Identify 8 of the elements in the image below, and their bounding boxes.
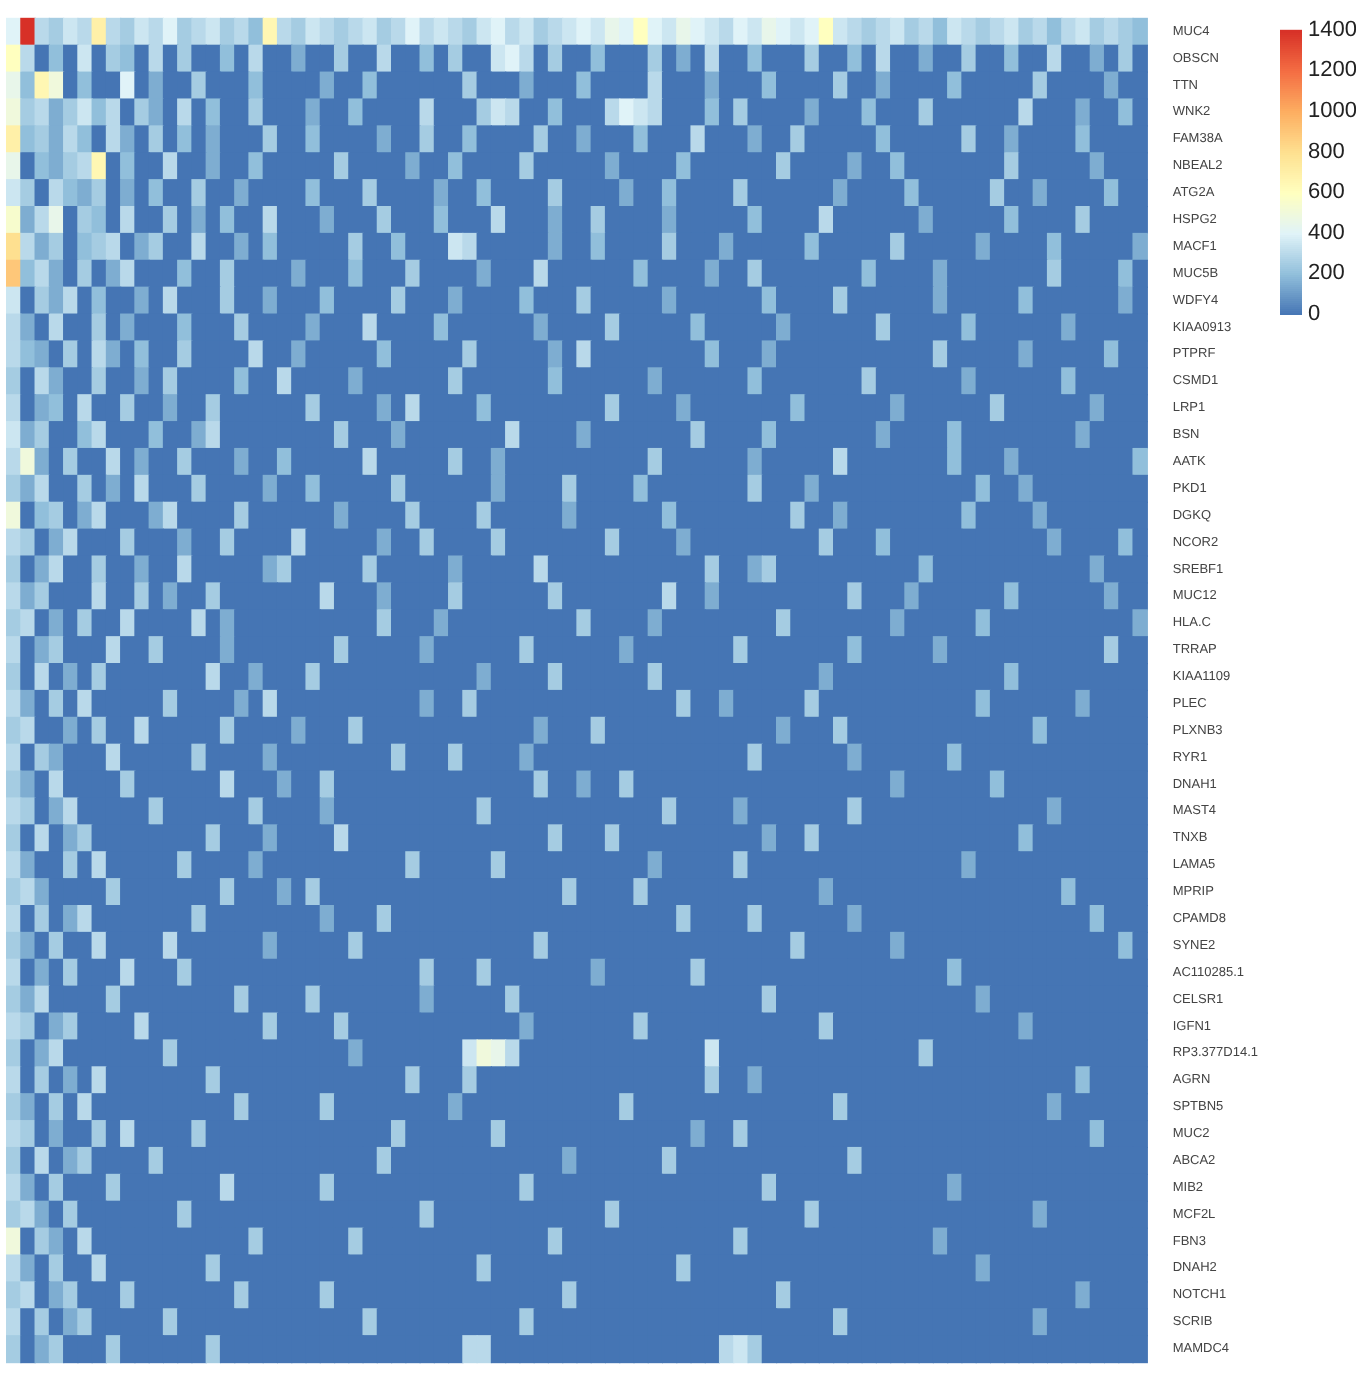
color-bar-label: 1400: [1308, 17, 1356, 42]
color-bar-label: 0: [1308, 301, 1321, 326]
color-bar-label: 200: [1308, 261, 1345, 286]
color-bar-label: 600: [1308, 180, 1345, 205]
color-bar-label: 400: [1308, 220, 1345, 245]
color-bar-label: 800: [1308, 139, 1345, 164]
color-bar-label: 1200: [1308, 58, 1356, 83]
color-bar-label: 1000: [1308, 99, 1356, 124]
